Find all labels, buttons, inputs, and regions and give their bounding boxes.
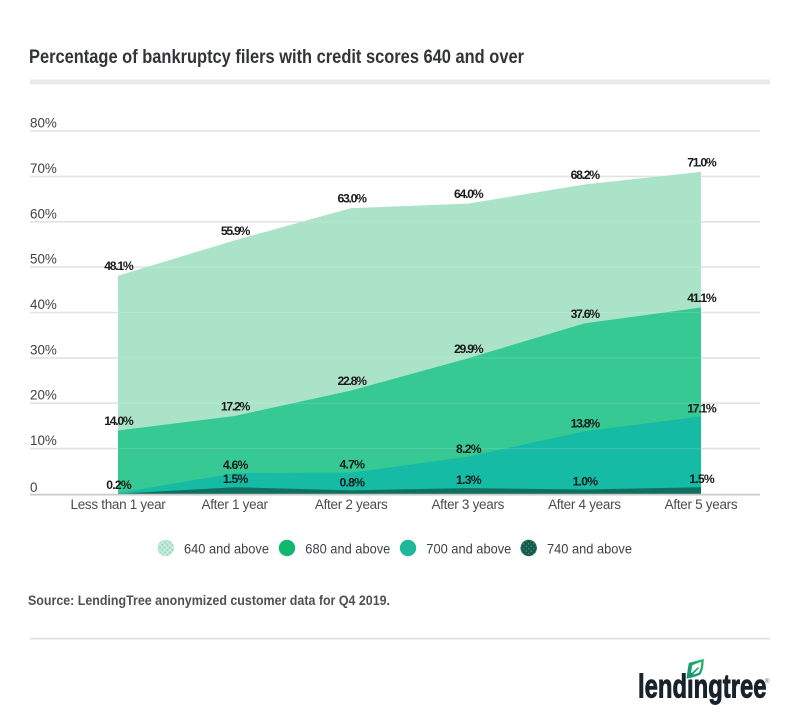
svg-text:4.6%: 4.6%	[223, 458, 249, 472]
svg-text:70%: 70%	[30, 161, 57, 176]
svg-text:30%: 30%	[30, 342, 57, 357]
svg-text:After 2 years: After 2 years	[315, 497, 388, 512]
svg-text:680 and above: 680 and above	[305, 541, 390, 557]
svg-text:22.8%: 22.8%	[337, 374, 367, 388]
svg-text:®: ®	[765, 677, 770, 685]
svg-text:55.9%: 55.9%	[221, 224, 251, 238]
svg-text:17.2%: 17.2%	[221, 400, 251, 414]
svg-text:80%: 80%	[30, 116, 57, 131]
svg-text:50%: 50%	[30, 252, 57, 267]
svg-text:1.0%: 1.0%	[573, 475, 599, 489]
svg-text:700 and above: 700 and above	[426, 541, 511, 557]
svg-text:1.3%: 1.3%	[456, 473, 482, 487]
svg-text:4.7%: 4.7%	[339, 458, 365, 472]
svg-text:Percentage of bankruptcy filer: Percentage of bankruptcy filers with cre…	[29, 47, 525, 68]
svg-text:Source: LendingTree anonymized: Source: LendingTree anonymized customer …	[28, 592, 390, 608]
svg-text:Less than 1 year: Less than 1 year	[70, 497, 166, 512]
svg-text:lendingtree: lendingtree	[638, 668, 767, 705]
svg-text:After 5 years: After 5 years	[665, 497, 738, 512]
svg-text:48.1%: 48.1%	[104, 259, 134, 273]
svg-text:40%: 40%	[30, 297, 57, 312]
svg-text:640 and above: 640 and above	[184, 541, 269, 557]
svg-text:71.0%: 71.0%	[687, 155, 717, 169]
svg-text:After 1 year: After 1 year	[202, 497, 269, 512]
svg-text:64.0%: 64.0%	[454, 187, 484, 201]
svg-text:1.5%: 1.5%	[223, 472, 249, 486]
svg-text:740 and above: 740 and above	[547, 541, 632, 557]
svg-text:0.8%: 0.8%	[339, 475, 365, 489]
svg-text:68.2%: 68.2%	[571, 168, 601, 182]
svg-text:0.2%: 0.2%	[106, 478, 132, 492]
svg-text:63.0%: 63.0%	[337, 192, 367, 206]
svg-text:1.5%: 1.5%	[689, 472, 715, 486]
svg-text:0: 0	[30, 480, 37, 495]
svg-text:8.2%: 8.2%	[456, 442, 482, 456]
svg-text:10%: 10%	[30, 433, 57, 448]
svg-text:37.6%: 37.6%	[571, 307, 601, 321]
svg-text:41.1%: 41.1%	[687, 291, 717, 305]
svg-text:17.1%: 17.1%	[687, 401, 717, 415]
svg-text:60%: 60%	[30, 206, 57, 221]
svg-text:After 3 years: After 3 years	[431, 497, 504, 512]
svg-text:After 4 years: After 4 years	[548, 497, 621, 512]
svg-text:14.0%: 14.0%	[104, 414, 134, 428]
svg-text:13.8%: 13.8%	[571, 416, 601, 430]
svg-text:29.9%: 29.9%	[454, 342, 484, 356]
svg-text:20%: 20%	[30, 388, 57, 403]
